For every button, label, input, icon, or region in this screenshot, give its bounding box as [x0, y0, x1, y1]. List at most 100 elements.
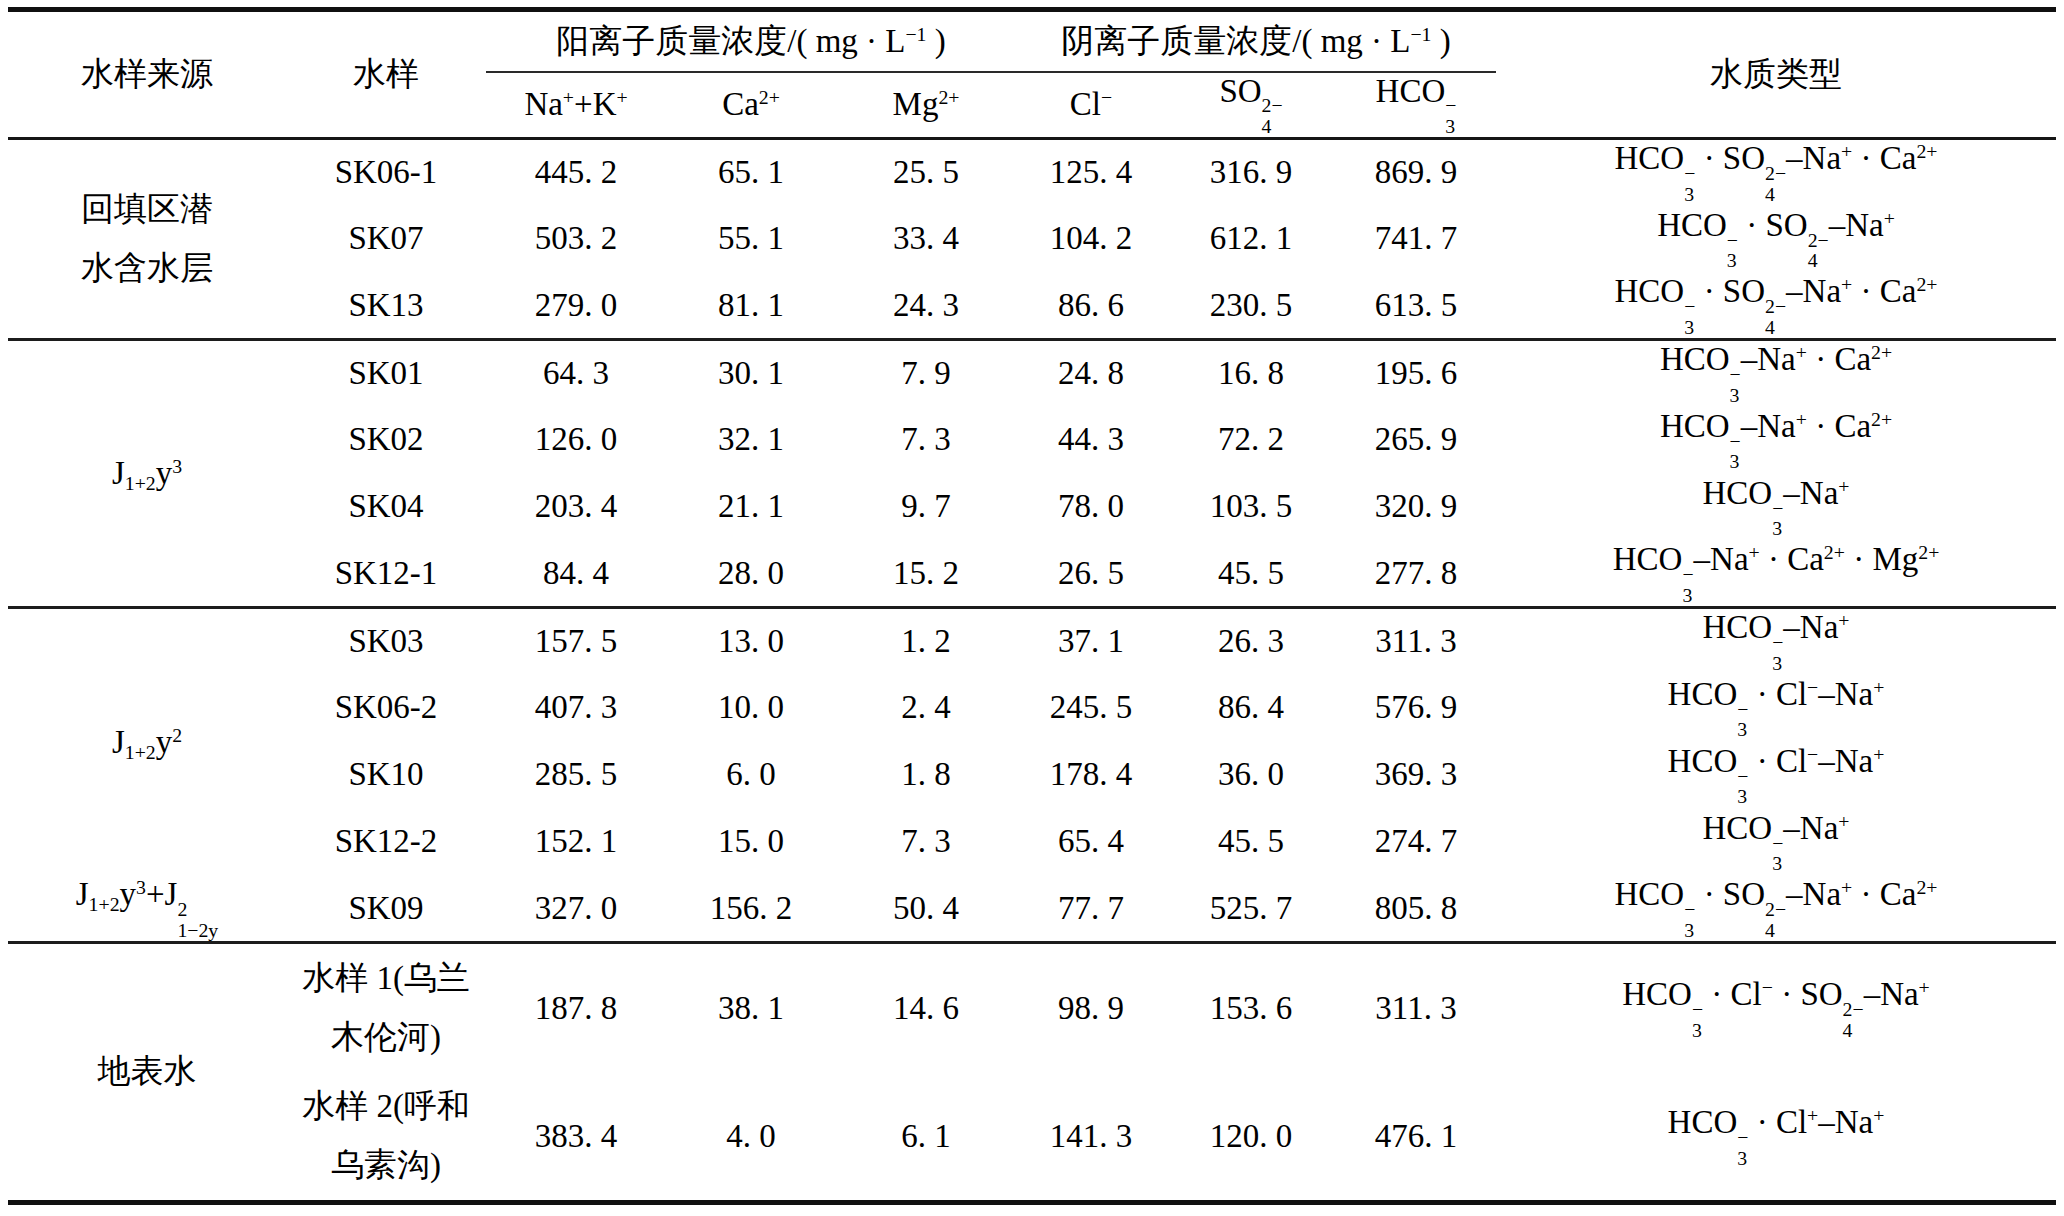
value-cell: 65. 1 — [666, 138, 836, 205]
value-cell: 327. 0 — [486, 875, 666, 942]
header-cl: Cl− — [1016, 72, 1166, 139]
value-cell: 187. 8 — [486, 942, 666, 1072]
table-body: 回填区潜 水含水层 SK06-1 445. 2 65. 1 25. 5 125.… — [8, 138, 2056, 1202]
value-cell: 72. 2 — [1166, 406, 1336, 473]
value-cell: 4. 0 — [666, 1072, 836, 1202]
source-group-cell: J1+2y2 — [8, 607, 286, 875]
value-cell: 316. 9 — [1166, 138, 1336, 205]
value-cell: 103. 5 — [1166, 473, 1336, 540]
water-type-cell: HCO−3 · Cl− · SO2−4–Na+ — [1496, 942, 2056, 1072]
header-na-k-icon-free: Na++K+ — [486, 72, 666, 139]
value-cell: 26. 3 — [1166, 607, 1336, 674]
value-cell: 203. 4 — [486, 473, 666, 540]
value-cell: 178. 4 — [1016, 741, 1166, 808]
water-type-cell: HCO−3–Na+ — [1496, 473, 2056, 540]
header-row-groups: 水样来源 水样 阳离子质量浓度/( mg · L−1 ) 阴离子质量浓度/( m… — [8, 10, 2056, 72]
table-row: SK13 279. 0 81. 1 24. 3 86. 6 230. 5 613… — [8, 272, 2056, 339]
value-cell: 274. 7 — [1336, 808, 1496, 875]
value-cell: 26. 5 — [1016, 540, 1166, 607]
header-source: 水样来源 — [8, 10, 286, 139]
value-cell: 230. 5 — [1166, 272, 1336, 339]
sample-cell: 水样 2(呼和 乌素沟) — [286, 1072, 486, 1202]
value-cell: 65. 4 — [1016, 808, 1166, 875]
value-cell: 14. 6 — [836, 942, 1016, 1072]
value-cell: 576. 9 — [1336, 674, 1496, 741]
water-type-cell: HCO−3 · SO2−4–Na+ · Ca2+ — [1496, 272, 2056, 339]
value-cell: 15. 2 — [836, 540, 1016, 607]
water-type-cell: HCO−3–Na+ · Ca2+ · Mg2+ — [1496, 540, 2056, 607]
source-group-cell: J1+2y3+J21−2y — [8, 875, 286, 942]
value-cell: 277. 8 — [1336, 540, 1496, 607]
sample-cell: SK06-1 — [286, 138, 486, 205]
value-cell: 32. 1 — [666, 406, 836, 473]
value-cell: 279. 0 — [486, 272, 666, 339]
value-cell: 613. 5 — [1336, 272, 1496, 339]
value-cell: 64. 3 — [486, 339, 666, 406]
value-cell: 86. 4 — [1166, 674, 1336, 741]
water-type-cell: HCO−3 · SO2−4–Na+ · Ca2+ — [1496, 138, 2056, 205]
value-cell: 125. 4 — [1016, 138, 1166, 205]
table-row: 回填区潜 水含水层 SK06-1 445. 2 65. 1 25. 5 125.… — [8, 138, 2056, 205]
value-cell: 503. 2 — [486, 205, 666, 272]
value-cell: 86. 6 — [1016, 272, 1166, 339]
water-type-cell: HCO−3 · Cl−–Na+ — [1496, 741, 2056, 808]
value-cell: 7. 3 — [836, 406, 1016, 473]
sample-cell: SK10 — [286, 741, 486, 808]
header-mg: Mg2+ — [836, 72, 1016, 139]
value-cell: 120. 0 — [1166, 1072, 1336, 1202]
table-row: SK07 503. 2 55. 1 33. 4 104. 2 612. 1 74… — [8, 205, 2056, 272]
table-row: SK10 285. 5 6. 0 1. 8 178. 4 36. 0 369. … — [8, 741, 2056, 808]
sample-cell: SK03 — [286, 607, 486, 674]
sample-cell: 水样 1(乌兰 木伦河) — [286, 942, 486, 1072]
value-cell: 55. 1 — [666, 205, 836, 272]
value-cell: 126. 0 — [486, 406, 666, 473]
value-cell: 1. 2 — [836, 607, 1016, 674]
value-cell: 45. 5 — [1166, 808, 1336, 875]
value-cell: 9. 7 — [836, 473, 1016, 540]
value-cell: 44. 3 — [1016, 406, 1166, 473]
value-cell: 50. 4 — [836, 875, 1016, 942]
value-cell: 805. 8 — [1336, 875, 1496, 942]
value-cell: 6. 1 — [836, 1072, 1016, 1202]
value-cell: 1. 8 — [836, 741, 1016, 808]
value-cell: 104. 2 — [1016, 205, 1166, 272]
value-cell: 265. 9 — [1336, 406, 1496, 473]
header-sample: 水样 — [286, 10, 486, 139]
sample-cell: SK02 — [286, 406, 486, 473]
value-cell: 141. 3 — [1016, 1072, 1166, 1202]
value-cell: 7. 3 — [836, 808, 1016, 875]
header-hco3: HCO−3 — [1336, 72, 1496, 139]
table-header: 水样来源 水样 阳离子质量浓度/( mg · L−1 ) 阴离子质量浓度/( m… — [8, 10, 2056, 139]
value-cell: 33. 4 — [836, 205, 1016, 272]
value-cell: 152. 1 — [486, 808, 666, 875]
value-cell: 84. 4 — [486, 540, 666, 607]
value-cell: 369. 3 — [1336, 741, 1496, 808]
water-type-cell: HCO−3 · Cl−–Na+ — [1496, 674, 2056, 741]
header-anion-group: 阴离子质量浓度/( mg · L−1 ) — [1016, 10, 1496, 72]
table-row: SK04 203. 4 21. 1 9. 7 78. 0 103. 5 320.… — [8, 473, 2056, 540]
value-cell: 285. 5 — [486, 741, 666, 808]
table-row: 水样 2(呼和 乌素沟) 383. 4 4. 0 6. 1 141. 3 120… — [8, 1072, 2056, 1202]
header-so4: SO2−4 — [1166, 72, 1336, 139]
value-cell: 153. 6 — [1166, 942, 1336, 1072]
sample-cell: SK09 — [286, 875, 486, 942]
value-cell: 25. 5 — [836, 138, 1016, 205]
water-type-cell: HCO−3–Na+ — [1496, 808, 2056, 875]
value-cell: 77. 7 — [1016, 875, 1166, 942]
sample-cell: SK04 — [286, 473, 486, 540]
header-ca: Ca2+ — [666, 72, 836, 139]
value-cell: 81. 1 — [666, 272, 836, 339]
value-cell: 311. 3 — [1336, 942, 1496, 1072]
sample-cell: SK06-2 — [286, 674, 486, 741]
value-cell: 2. 4 — [836, 674, 1016, 741]
value-cell: 612. 1 — [1166, 205, 1336, 272]
value-cell: 869. 9 — [1336, 138, 1496, 205]
value-cell: 28. 0 — [666, 540, 836, 607]
sample-cell: SK01 — [286, 339, 486, 406]
value-cell: 311. 3 — [1336, 607, 1496, 674]
value-cell: 245. 5 — [1016, 674, 1166, 741]
value-cell: 21. 1 — [666, 473, 836, 540]
value-cell: 157. 5 — [486, 607, 666, 674]
value-cell: 16. 8 — [1166, 339, 1336, 406]
water-type-cell: HCO−3–Na+ · Ca2+ — [1496, 339, 2056, 406]
